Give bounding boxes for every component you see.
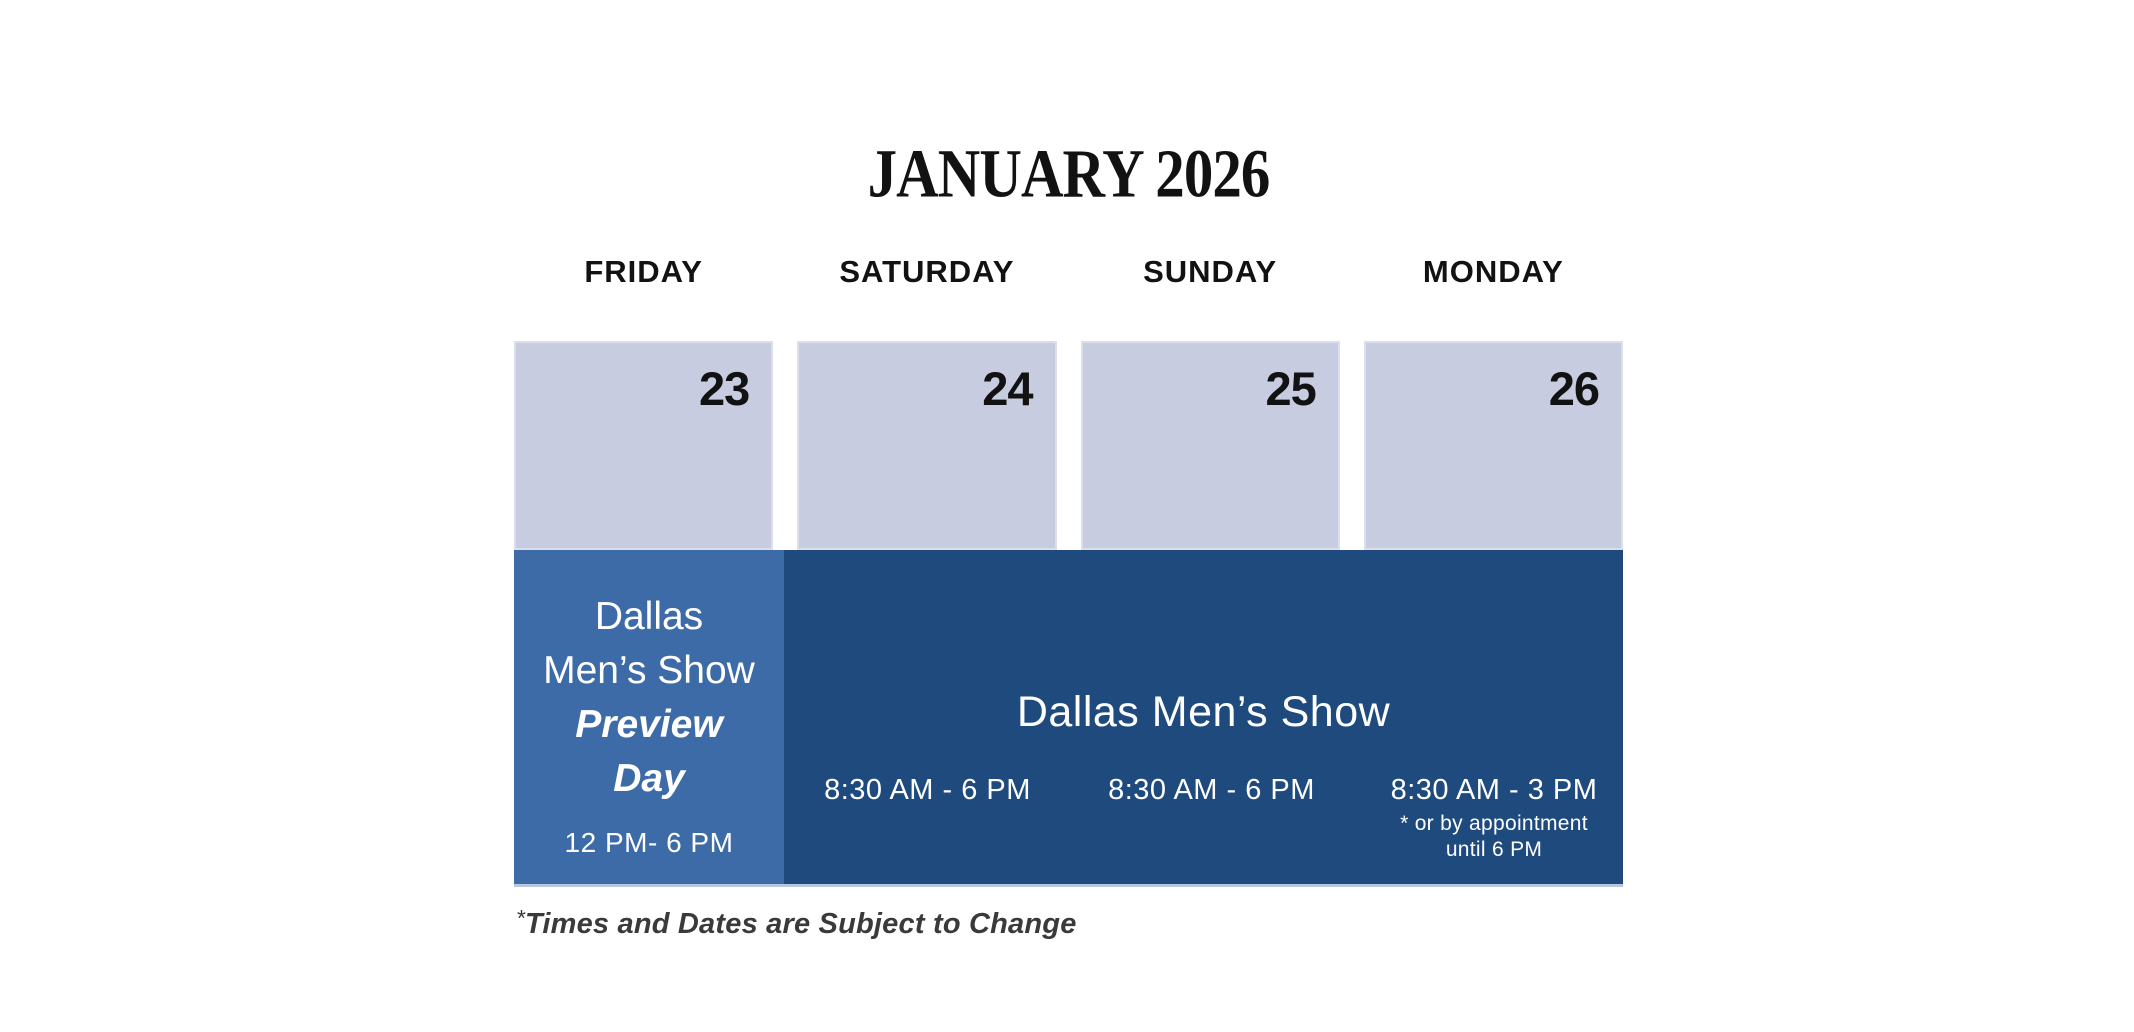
weekday-label-sunday: SUNDAY	[1143, 254, 1278, 289]
disclaimer-asterisk: *	[516, 905, 525, 931]
preview-event-name-line4: Day	[613, 757, 685, 800]
weekday-label-saturday: SATURDAY	[839, 254, 1015, 289]
disclaimer-text: Times and Dates are Subject to Change	[524, 908, 1077, 940]
show-time-sunday: 8:30 AM - 6 PM	[1108, 774, 1315, 806]
date-number: 26	[1548, 362, 1600, 415]
date-cell-24: 24	[797, 341, 1057, 550]
month-title: JANUARY 2026	[867, 135, 1271, 212]
main-show-title: Dallas Men’s Show	[1016, 688, 1391, 736]
main-show-cell: Dallas Men’s Show 8:30 AM - 6 PM 8:30 AM…	[784, 550, 1623, 884]
show-time-monday-hours: 8:30 AM - 3 PM	[1390, 774, 1598, 806]
show-time-monday: 8:30 AM - 3 PM * or by appointment until…	[1365, 774, 1623, 863]
show-time-monday-note2: until 6 PM	[1445, 838, 1543, 861]
disclaimer: *Times and Dates are Subject to Change	[516, 905, 1077, 941]
weekday-label-monday: MONDAY	[1422, 254, 1564, 289]
weekday-label-friday: FRIDAY	[584, 254, 703, 289]
date-number: 24	[982, 362, 1033, 415]
preview-event-name-line2: Men’s Show	[543, 649, 755, 692]
date-number: 23	[698, 362, 750, 415]
show-time-saturday: 8:30 AM - 6 PM	[824, 774, 1031, 806]
date-cell-25: 25	[1080, 341, 1340, 550]
date-cell-26: 26	[1363, 341, 1623, 550]
preview-event-name-line3: Preview	[575, 703, 723, 746]
weekday-header-row: FRIDAY SATURDAY SUNDAY MONDAY	[514, 252, 1623, 292]
preview-event-name-line1: Dallas	[594, 595, 704, 638]
date-cell-23: 23	[514, 341, 774, 550]
event-row: Dallas Men’s Show Preview Day 12 PM- 6 P…	[514, 550, 1623, 884]
preview-event-time: 12 PM- 6 PM	[564, 827, 734, 858]
show-time-monday-note1: * or by appointment	[1400, 812, 1588, 835]
date-number: 25	[1265, 362, 1316, 415]
date-row: 23 24 25 26	[514, 341, 1623, 550]
preview-day-cell: Dallas Men’s Show Preview Day 12 PM- 6 P…	[514, 550, 784, 884]
